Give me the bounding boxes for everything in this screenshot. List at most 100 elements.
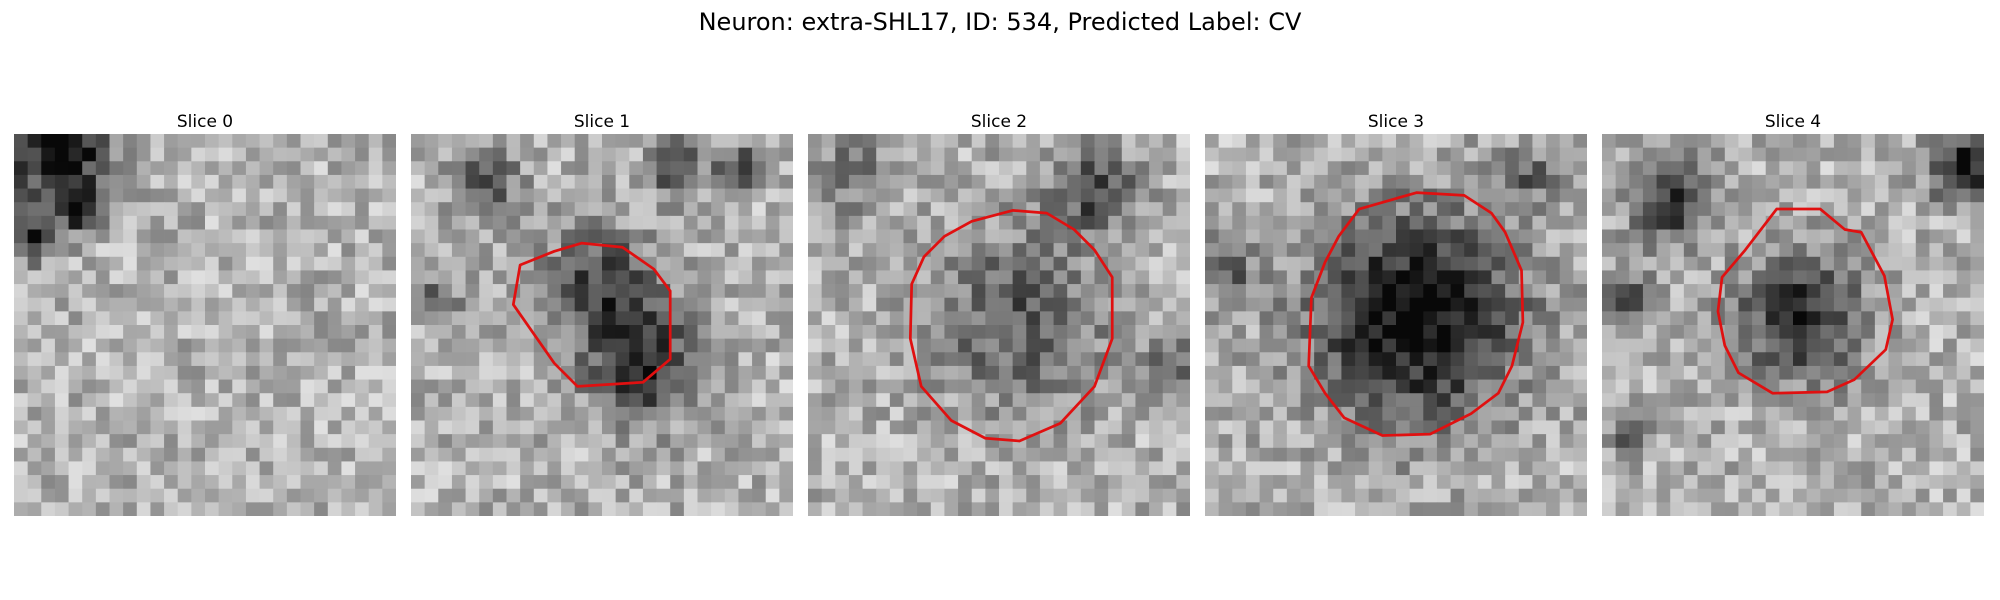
pixel (1656, 134, 1671, 149)
pixel (697, 188, 712, 203)
pixel (1793, 406, 1808, 421)
pixel (286, 215, 301, 230)
pixel (109, 461, 124, 476)
pixel (1273, 243, 1288, 258)
pixel (1738, 488, 1753, 503)
pixel (1464, 393, 1479, 408)
pixel (835, 311, 850, 326)
pixel (465, 352, 480, 367)
pixel (1518, 188, 1533, 203)
pixel (82, 188, 97, 203)
pixel (451, 420, 466, 435)
pixel (999, 461, 1014, 476)
pixel (1286, 338, 1301, 353)
pixel (1602, 338, 1617, 353)
pixel (588, 434, 603, 449)
pixel (1436, 134, 1451, 149)
pixel (642, 338, 657, 353)
pixel (1176, 461, 1190, 476)
pixel (533, 502, 548, 516)
pixel (1450, 229, 1465, 244)
pixel (424, 338, 439, 353)
pixel (1232, 461, 1247, 476)
pixel (656, 243, 671, 258)
pixel (1656, 393, 1671, 408)
pixel (889, 379, 904, 394)
pixel (1436, 379, 1451, 394)
pixel (1793, 270, 1808, 285)
pixel (492, 365, 507, 380)
pixel (944, 447, 959, 462)
pixel (889, 147, 904, 162)
pixel (164, 202, 179, 217)
pixel (765, 188, 780, 203)
pixel (1861, 202, 1876, 217)
pixel (1888, 270, 1903, 285)
pixel (109, 188, 124, 203)
pixel (1833, 325, 1848, 340)
pixel (14, 284, 29, 299)
pixel (1724, 134, 1739, 149)
pixel (1711, 338, 1726, 353)
pixel (615, 311, 630, 326)
pixel (561, 365, 576, 380)
pixel (82, 502, 97, 516)
pixel (1847, 338, 1862, 353)
pixel (752, 311, 767, 326)
pixel (1683, 406, 1698, 421)
pixel (1355, 134, 1370, 149)
pixel (1915, 256, 1930, 271)
pixel (1518, 406, 1533, 421)
pixel (876, 393, 891, 408)
pixel (300, 188, 315, 203)
pixel (999, 406, 1014, 421)
pixel (479, 475, 494, 490)
pixel (150, 365, 165, 380)
pixel (765, 502, 780, 516)
pixel (327, 134, 342, 149)
pixel (738, 243, 753, 258)
pixel (1286, 461, 1301, 476)
pixel (1436, 365, 1451, 380)
slice-title: Slice 1 (573, 112, 631, 132)
pixel (1642, 256, 1657, 271)
pixel (1779, 256, 1794, 271)
pixel (1396, 325, 1411, 340)
pixel (724, 134, 739, 149)
pixel (1943, 379, 1958, 394)
pixel (41, 475, 56, 490)
pixel (547, 311, 562, 326)
pixel (411, 379, 426, 394)
pixel (1108, 147, 1123, 162)
pixel (232, 174, 247, 189)
pixel (368, 188, 383, 203)
pixel (1245, 174, 1260, 189)
pixel (341, 161, 356, 176)
pixel (1505, 475, 1520, 490)
pixel (1505, 284, 1520, 299)
pixel (1464, 297, 1479, 312)
pixel (574, 393, 589, 408)
pixel (1697, 243, 1712, 258)
pixel (1176, 174, 1190, 189)
pixel (944, 420, 959, 435)
pixel (273, 488, 288, 503)
pixel (642, 447, 657, 462)
pixel (862, 174, 877, 189)
pixel (752, 338, 767, 353)
pixel (876, 161, 891, 176)
pixel (752, 174, 767, 189)
pixel (1135, 188, 1150, 203)
pixel (642, 174, 657, 189)
pixel (1738, 379, 1753, 394)
pixel (752, 256, 767, 271)
pixel (520, 393, 535, 408)
pixel (1245, 379, 1260, 394)
pixel (1491, 297, 1506, 312)
pixel (1956, 215, 1971, 230)
pixel (944, 215, 959, 230)
pixel (697, 256, 712, 271)
pixel (835, 447, 850, 462)
pixel (232, 297, 247, 312)
pixel (1080, 311, 1095, 326)
